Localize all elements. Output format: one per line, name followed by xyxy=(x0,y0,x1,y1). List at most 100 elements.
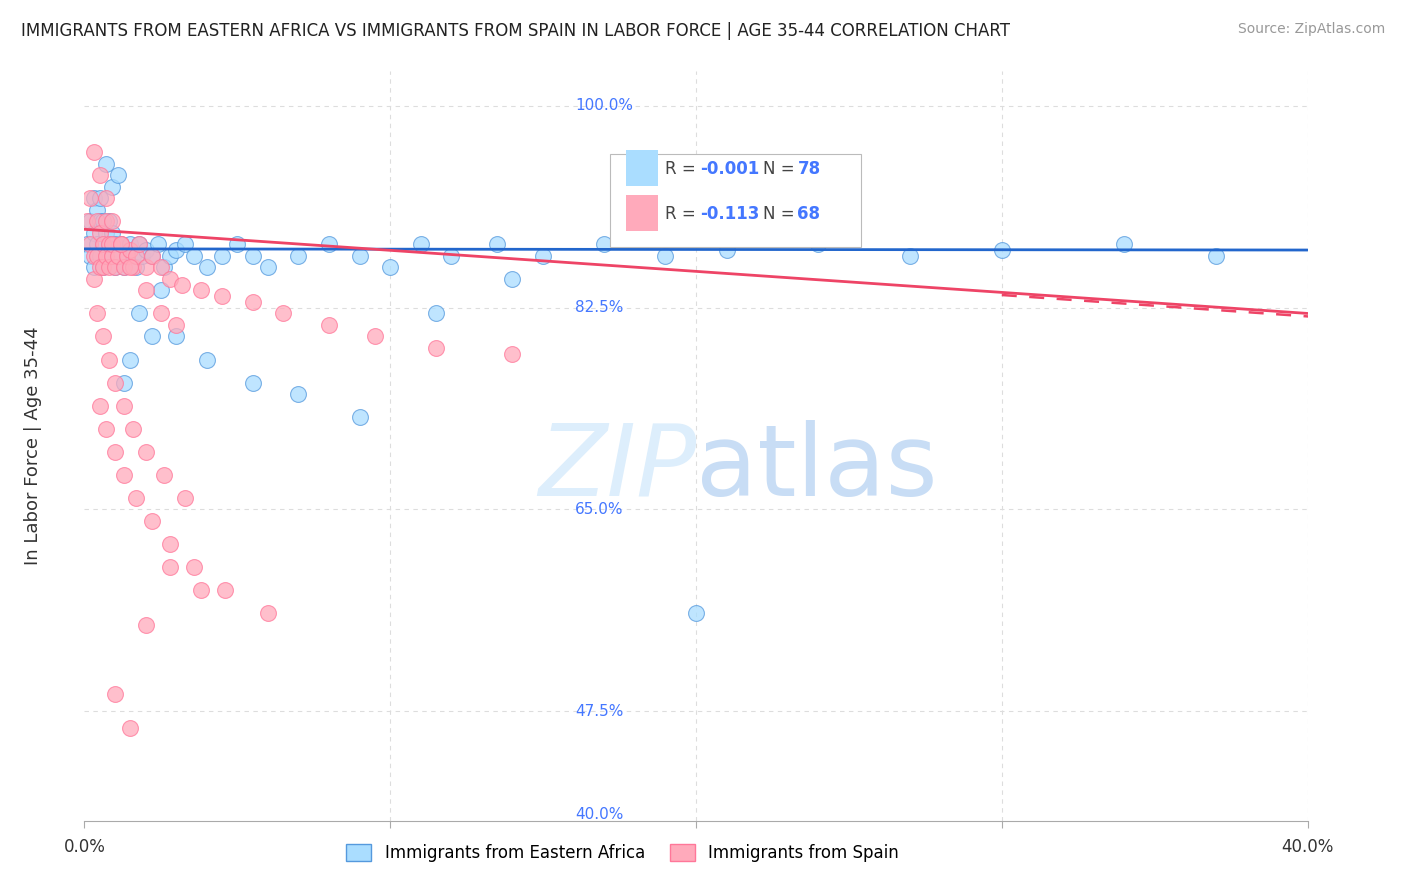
Point xyxy=(120,243,142,257)
Point xyxy=(685,606,707,620)
Point xyxy=(287,249,309,263)
Text: 40.0%: 40.0% xyxy=(575,807,623,822)
Text: N =: N = xyxy=(763,160,800,178)
Point xyxy=(174,237,197,252)
Point xyxy=(86,249,108,263)
Point xyxy=(89,260,111,275)
Point xyxy=(349,249,371,263)
Point xyxy=(94,422,117,436)
Point xyxy=(165,329,187,343)
Point xyxy=(97,237,120,252)
Point xyxy=(242,249,264,263)
Point xyxy=(364,329,387,343)
Point xyxy=(135,284,157,298)
Point xyxy=(174,491,197,505)
Point xyxy=(349,410,371,425)
Point xyxy=(83,249,105,263)
Point xyxy=(120,237,142,252)
Text: Source: ZipAtlas.com: Source: ZipAtlas.com xyxy=(1237,22,1385,37)
FancyBboxPatch shape xyxy=(626,150,658,186)
Point xyxy=(120,722,142,736)
Point xyxy=(83,226,105,240)
Point xyxy=(211,249,233,263)
Point xyxy=(409,237,432,252)
Point xyxy=(112,260,135,275)
Text: 100.0%: 100.0% xyxy=(575,98,633,113)
Point xyxy=(425,341,447,355)
Text: 40.0%: 40.0% xyxy=(1281,838,1334,856)
Point xyxy=(104,687,127,701)
Point xyxy=(89,249,111,263)
Point xyxy=(89,399,111,413)
Point xyxy=(94,249,117,263)
Point xyxy=(79,249,101,263)
Point xyxy=(141,249,163,263)
Point xyxy=(91,329,114,343)
Point xyxy=(83,260,105,275)
Text: 68: 68 xyxy=(797,205,821,223)
Text: 47.5%: 47.5% xyxy=(575,704,623,719)
Point xyxy=(125,491,148,505)
Point xyxy=(135,444,157,458)
Point xyxy=(112,467,135,482)
Point xyxy=(1205,249,1227,263)
Point xyxy=(83,272,105,286)
Point xyxy=(141,514,163,528)
Point xyxy=(807,237,830,252)
Text: atlas: atlas xyxy=(696,420,938,517)
Point xyxy=(101,214,124,228)
Point xyxy=(153,467,176,482)
Point xyxy=(159,272,181,286)
Point xyxy=(122,249,145,263)
Point xyxy=(190,284,212,298)
Point xyxy=(110,237,132,252)
Point xyxy=(195,260,218,275)
Point xyxy=(112,399,135,413)
Point xyxy=(149,284,172,298)
Point xyxy=(135,617,157,632)
Point xyxy=(122,260,145,275)
Point xyxy=(94,191,117,205)
Point xyxy=(165,243,187,257)
Point xyxy=(135,260,157,275)
Point xyxy=(440,249,463,263)
Point xyxy=(76,237,98,252)
Point xyxy=(502,347,524,361)
Point xyxy=(86,306,108,320)
Point xyxy=(79,191,101,205)
Point xyxy=(110,237,132,252)
Point xyxy=(183,249,205,263)
Text: 0.0%: 0.0% xyxy=(63,838,105,856)
Point xyxy=(159,249,181,263)
Point xyxy=(86,202,108,217)
Point xyxy=(83,145,105,159)
Point xyxy=(1114,237,1136,252)
Legend: Immigrants from Eastern Africa, Immigrants from Spain: Immigrants from Eastern Africa, Immigran… xyxy=(340,837,905,869)
Point xyxy=(86,214,108,228)
Point xyxy=(115,249,138,263)
Point xyxy=(257,606,280,620)
Point xyxy=(898,249,921,263)
Point xyxy=(128,237,150,252)
Text: IMMIGRANTS FROM EASTERN AFRICA VS IMMIGRANTS FROM SPAIN IN LABOR FORCE | AGE 35-: IMMIGRANTS FROM EASTERN AFRICA VS IMMIGR… xyxy=(21,22,1010,40)
Point xyxy=(89,168,111,182)
Point xyxy=(141,249,163,263)
Point xyxy=(991,243,1014,257)
Point xyxy=(79,214,101,228)
Point xyxy=(104,260,127,275)
Point xyxy=(593,237,616,252)
Point xyxy=(97,352,120,367)
Text: -0.113: -0.113 xyxy=(700,205,759,223)
Point xyxy=(97,214,120,228)
Point xyxy=(83,191,105,205)
Point xyxy=(153,260,176,275)
Point xyxy=(183,560,205,574)
Point xyxy=(94,226,117,240)
Point xyxy=(79,237,101,252)
Point xyxy=(214,583,236,598)
Point xyxy=(242,376,264,390)
Text: R =: R = xyxy=(665,160,702,178)
Point xyxy=(91,237,114,252)
Point xyxy=(380,260,402,275)
Point xyxy=(104,444,127,458)
